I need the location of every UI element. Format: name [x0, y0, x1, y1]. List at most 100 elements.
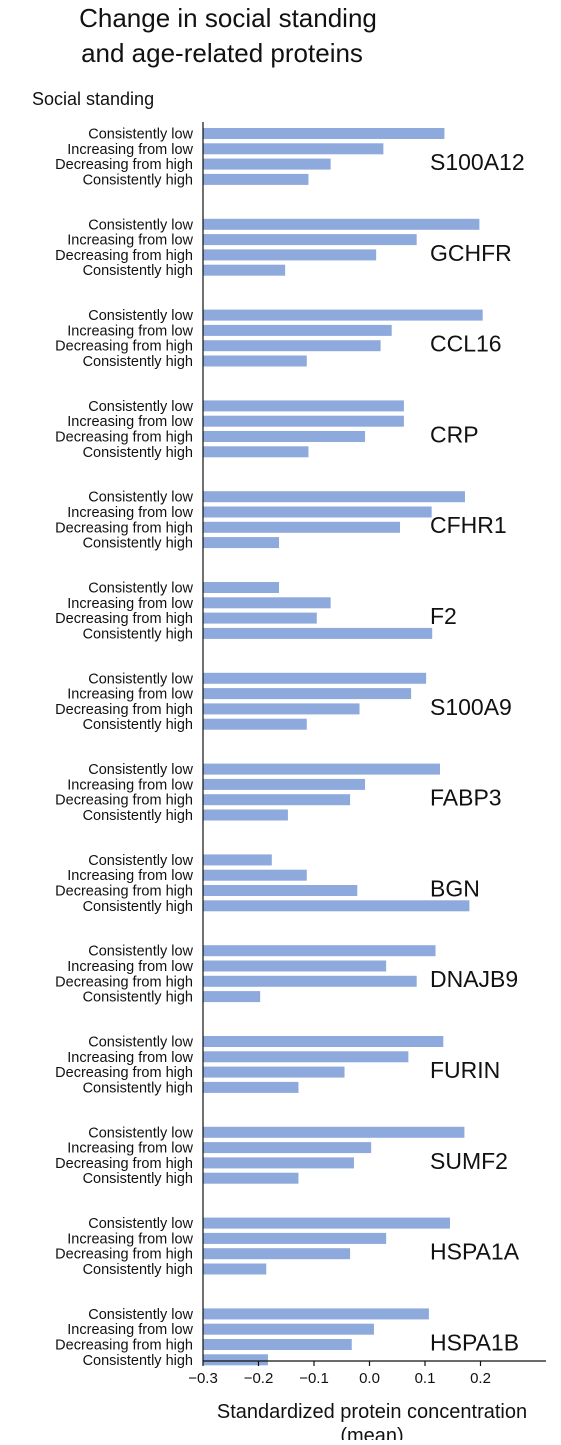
- bar-gchfr-2: [203, 249, 377, 261]
- bar-hspa1a-3: [203, 1263, 267, 1275]
- category-label-f2-2: Decreasing from high: [55, 611, 193, 627]
- bar-hspa1b-1: [203, 1323, 374, 1335]
- category-label-dnajb9-2: Decreasing from high: [55, 974, 193, 990]
- category-label-dnajb9-3: Consistently high: [83, 990, 193, 1006]
- bar-ccl16-2: [203, 340, 381, 352]
- x-tick-label-1: −0.2: [244, 1370, 274, 1387]
- bar-bgn-3: [203, 900, 470, 912]
- category-label-s100a9-2: Decreasing from high: [55, 702, 193, 718]
- category-label-hspa1a-3: Consistently high: [83, 1262, 193, 1278]
- protein-labels-layer: S100A12 GCHFR CCL16 CRP CFHR1 F2 S100A9 FABP3 BG…: [430, 149, 525, 1355]
- x-tick-label-4: 0.1: [415, 1370, 436, 1387]
- category-label-cfhr1-2: Decreasing from high: [55, 520, 193, 536]
- category-label-hspa1b-0: Consistently low: [88, 1307, 193, 1323]
- bar-crp-3: [203, 446, 309, 458]
- x-ticks-layer: −0.3 −0.2 −0.1 0.0 0.1 0.2: [188, 1361, 491, 1387]
- category-label-furin-3: Consistently high: [83, 1080, 193, 1096]
- x-tick-label-0: −0.3: [188, 1370, 218, 1387]
- bar-ccl16-0: [203, 309, 483, 321]
- chart-title-line-1: Change in social standing: [79, 3, 377, 33]
- category-label-s100a12-3: Consistently high: [83, 172, 193, 188]
- bar-cfhr1-2: [203, 521, 401, 533]
- bar-bgn-0: [203, 854, 272, 866]
- category-label-s100a9-3: Consistently high: [83, 717, 193, 733]
- bar-hspa1a-1: [203, 1232, 387, 1244]
- bar-hspa1b-2: [203, 1339, 352, 1350]
- category-label-f2-0: Consistently low: [88, 581, 193, 597]
- protein-label-hspa1b: HSPA1B: [430, 1329, 519, 1355]
- category-label-bgn-0: Consistently low: [88, 853, 193, 869]
- bars-layer: [203, 128, 483, 1366]
- x-axis-label-line-1: Standardized protein concentration: [217, 1401, 527, 1423]
- x-tick-label-3: 0.0: [359, 1370, 380, 1387]
- protein-label-cfhr1: CFHR1: [430, 512, 507, 538]
- bar-crp-2: [203, 431, 366, 442]
- protein-label-bgn: BGN: [430, 875, 480, 901]
- x-axis-label: Standardized protein concentration (mean…: [217, 1401, 527, 1445]
- category-label-hspa1b-3: Consistently high: [83, 1353, 193, 1369]
- category-label-s100a12-1: Increasing from low: [67, 142, 193, 158]
- protein-label-crp: CRP: [430, 421, 479, 447]
- protein-label-hspa1a: HSPA1A: [430, 1239, 520, 1265]
- bar-fabp3-0: [203, 763, 440, 775]
- protein-label-gchfr: GCHFR: [430, 240, 512, 266]
- category-label-hspa1a-0: Consistently low: [88, 1216, 193, 1232]
- bar-hspa1a-2: [203, 1248, 351, 1260]
- protein-label-dnajb9: DNAJB9: [430, 966, 518, 992]
- protein-label-s100a9: S100A9: [430, 694, 512, 720]
- protein-label-ccl16: CCL16: [430, 331, 502, 357]
- category-label-gchfr-0: Consistently low: [88, 217, 193, 233]
- x-axis-label-line-2: (mean): [340, 1425, 403, 1440]
- category-label-gchfr-2: Decreasing from high: [55, 248, 193, 264]
- bar-dnajb9-1: [203, 960, 387, 972]
- chart-title-line-2: and age-related proteins: [81, 38, 363, 68]
- category-label-fabp3-0: Consistently low: [88, 762, 193, 778]
- group-axis-title: Social standing: [32, 89, 154, 109]
- bar-s100a9-0: [203, 672, 427, 684]
- bar-gchfr-3: [203, 264, 286, 276]
- bar-fabp3-1: [203, 778, 366, 790]
- bar-sumf2-2: [203, 1157, 354, 1169]
- category-label-crp-0: Consistently low: [88, 399, 193, 415]
- category-label-hspa1b-1: Increasing from low: [67, 1322, 193, 1338]
- bar-crp-1: [203, 415, 404, 427]
- category-label-crp-1: Increasing from low: [67, 414, 193, 430]
- category-label-hspa1b-2: Decreasing from high: [55, 1338, 193, 1354]
- bar-dnajb9-0: [203, 945, 436, 957]
- category-label-ccl16-0: Consistently low: [88, 308, 193, 324]
- bar-sumf2-1: [203, 1142, 372, 1154]
- bar-furin-1: [203, 1051, 409, 1063]
- bar-fabp3-2: [203, 794, 351, 806]
- category-label-furin-0: Consistently low: [88, 1035, 193, 1051]
- category-label-sumf2-0: Consistently low: [88, 1125, 193, 1141]
- bar-s100a9-3: [203, 718, 307, 730]
- category-label-gchfr-3: Consistently high: [83, 263, 193, 279]
- category-label-s100a12-0: Consistently low: [88, 127, 193, 143]
- protein-label-s100a12: S100A12: [430, 149, 525, 175]
- category-label-ccl16-1: Increasing from low: [67, 323, 193, 339]
- protein-label-fabp3: FABP3: [430, 785, 502, 811]
- bar-s100a9-2: [203, 703, 360, 715]
- bar-ccl16-3: [203, 355, 307, 367]
- x-tick-label-2: −0.1: [299, 1370, 329, 1387]
- category-label-furin-2: Decreasing from high: [55, 1065, 193, 1081]
- bar-cfhr1-1: [203, 506, 432, 518]
- category-label-cfhr1-3: Consistently high: [83, 536, 193, 552]
- bar-s100a12-1: [203, 143, 384, 155]
- category-label-cfhr1-1: Increasing from low: [67, 505, 193, 521]
- bar-s100a12-2: [203, 158, 331, 170]
- category-label-furin-1: Increasing from low: [67, 1050, 193, 1066]
- category-label-s100a12-2: Decreasing from high: [55, 157, 193, 173]
- bar-hspa1a-0: [203, 1217, 450, 1229]
- bar-furin-3: [203, 1081, 299, 1093]
- category-label-fabp3-3: Consistently high: [83, 808, 193, 824]
- bar-bgn-1: [203, 869, 307, 881]
- category-label-crp-2: Decreasing from high: [55, 430, 193, 446]
- category-label-fabp3-2: Decreasing from high: [55, 793, 193, 809]
- bar-hspa1b-3: [203, 1354, 268, 1366]
- category-label-bgn-1: Increasing from low: [67, 868, 193, 884]
- x-tick-label-5: 0.2: [470, 1370, 491, 1387]
